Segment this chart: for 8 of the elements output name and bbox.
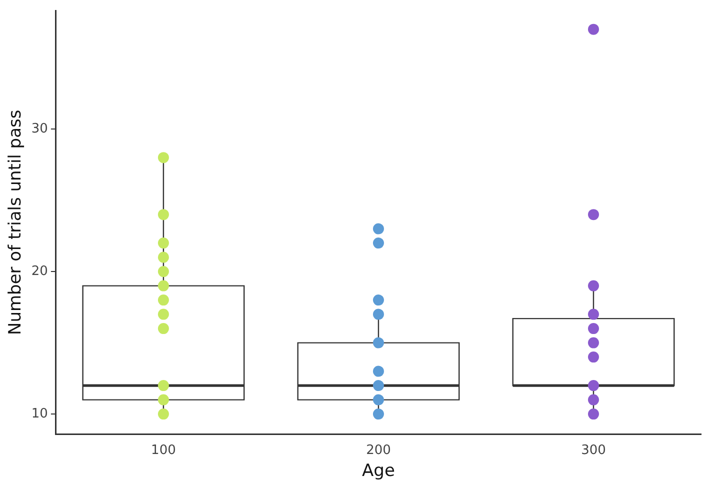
x-tick-label: 200 [366, 443, 391, 458]
y-axis-title: Number of trials until pass [6, 110, 26, 336]
x-tick-label: 100 [151, 443, 176, 458]
x-tick-label: 300 [581, 443, 606, 458]
x-axis-title: Age [362, 461, 395, 482]
y-tick-label: 20 [31, 264, 48, 279]
y-tick-label: 30 [31, 121, 48, 136]
y-tick-label: 10 [31, 406, 48, 422]
